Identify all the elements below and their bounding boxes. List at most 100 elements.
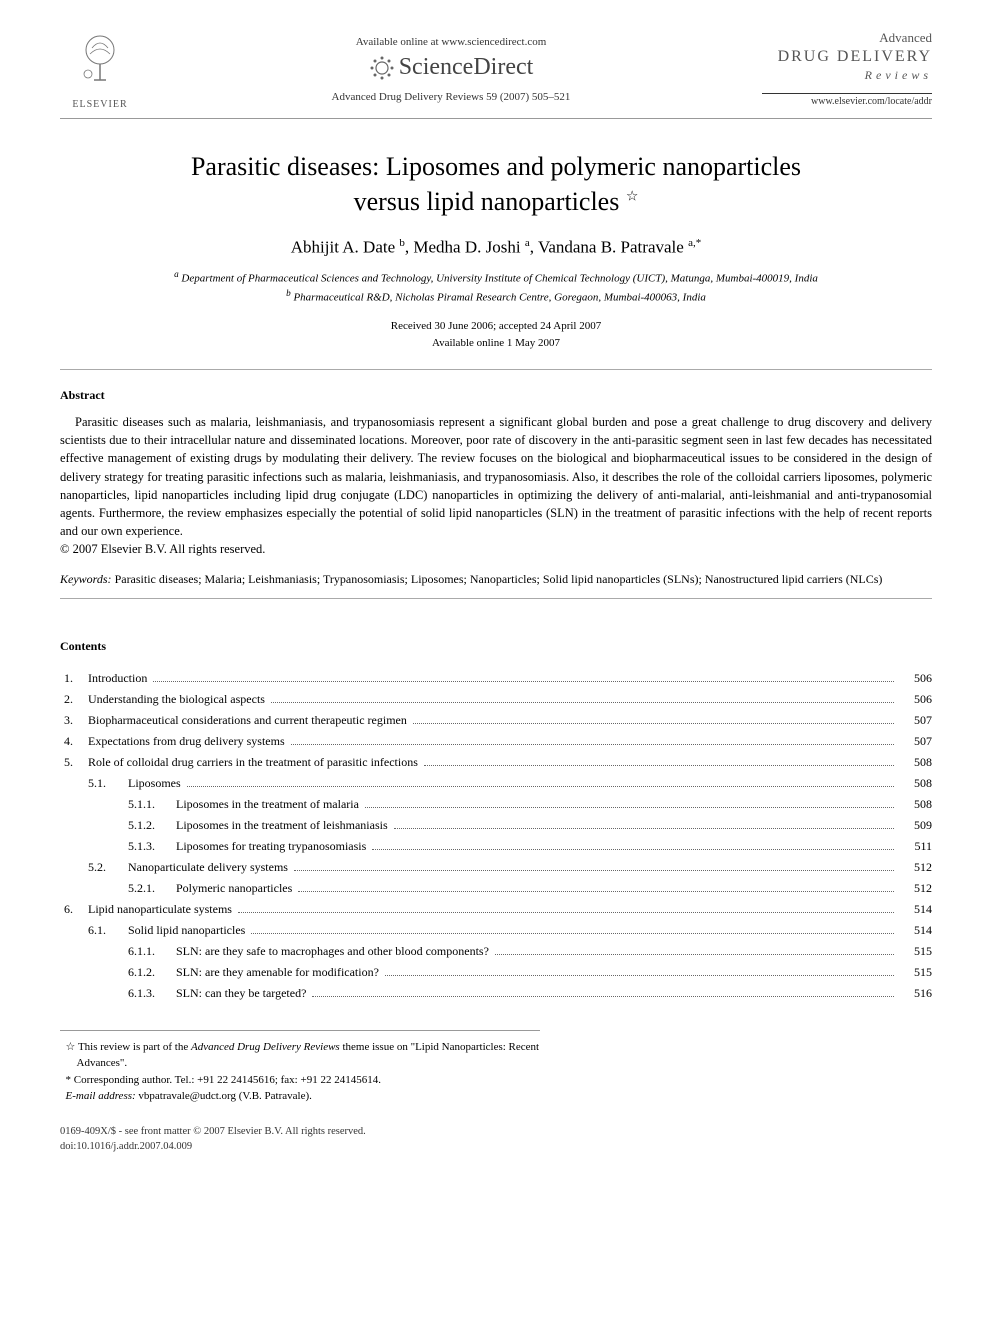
author-2-aff: a [525,237,530,249]
toc-page: 514 [898,920,932,941]
authors-line: Abhijit A. Date b, Medha D. Joshi a, Van… [60,237,932,258]
abstract-top-rule [60,369,932,370]
toc-title: Liposomes [128,773,181,794]
toc-row[interactable]: 5.1.1.Liposomes in the treatment of mala… [60,794,932,815]
toc-number: 3. [60,710,88,731]
affiliations: a Department of Pharmaceutical Sciences … [60,268,932,306]
toc-row[interactable]: 5.Role of colloidal drug carriers in the… [60,752,932,773]
toc-page: 515 [898,941,932,962]
toc-leader [238,912,894,913]
toc-row[interactable]: 6.Lipid nanoparticulate systems 514 [60,899,932,920]
toc-page: 515 [898,962,932,983]
toc-number: 2. [60,689,88,710]
toc-row[interactable]: 4.Expectations from drug delivery system… [60,731,932,752]
affiliation-a: a Department of Pharmaceutical Sciences … [60,268,932,287]
title-line-1: Parasitic diseases: Liposomes and polyme… [191,152,801,181]
title-footnote-marker: ☆ [626,189,639,204]
journal-header: ELSEVIER Available online at www.science… [60,30,932,110]
journal-name-l3: Reviews [762,68,932,84]
toc-leader [394,828,894,829]
toc-number: 6. [60,899,88,920]
toc-title: Biopharmaceutical considerations and cur… [88,710,407,731]
toc-row[interactable]: 6.1.1.SLN: are they safe to macrophages … [60,941,932,962]
toc-number: 5.1.1. [128,794,176,815]
journal-name-l1: Advanced [762,30,932,47]
toc-row[interactable]: 5.1.Liposomes 508 [60,773,932,794]
header-center: Available online at www.sciencedirect.co… [140,30,762,103]
toc-title: Introduction [88,668,147,689]
keywords-block: Keywords: Parasitic diseases; Malaria; L… [60,571,932,588]
author-3: Vandana B. Patravale [538,238,684,257]
doi-line: doi:10.1016/j.addr.2007.04.009 [60,1140,932,1155]
toc-number: 5.1.2. [128,815,176,836]
toc-row[interactable]: 5.1.2.Liposomes in the treatment of leis… [60,815,932,836]
toc-page: 508 [898,773,932,794]
elsevier-logo: ELSEVIER [60,30,140,110]
toc-leader [365,807,894,808]
affiliation-a-text: Department of Pharmaceutical Sciences an… [181,273,817,285]
toc-row[interactable]: 5.2.1.Polymeric nanoparticles 512 [60,878,932,899]
toc-leader [372,849,894,850]
toc-row[interactable]: 5.1.3.Liposomes for treating trypanosomi… [60,836,932,857]
toc-page: 507 [898,731,932,752]
keywords-label: Keywords: [60,572,112,586]
toc-row[interactable]: 1.Introduction 506 [60,668,932,689]
toc-number: 5. [60,752,88,773]
toc-title: SLN: are they amenable for modification? [176,962,379,983]
toc-title: Role of colloidal drug carriers in the t… [88,752,418,773]
table-of-contents: 1.Introduction 5062.Understanding the bi… [60,668,932,1004]
footnote-star-text: This review is part of the Advanced Drug… [77,1041,540,1070]
toc-leader [424,765,894,766]
toc-leader [495,954,894,955]
author-1: Abhijit A. Date [291,238,395,257]
toc-row[interactable]: 6.1.Solid lipid nanoparticles 514 [60,920,932,941]
toc-row[interactable]: 6.1.2.SLN: are they amenable for modific… [60,962,932,983]
available-online-text: Available online at www.sciencedirect.co… [140,36,762,48]
toc-leader [153,681,894,682]
toc-page: 512 [898,878,932,899]
toc-number: 6.1.1. [128,941,176,962]
issn-line: 0169-409X/$ - see front matter © 2007 El… [60,1125,932,1140]
toc-number: 6.1.2. [128,962,176,983]
toc-title: Expectations from drug delivery systems [88,731,285,752]
toc-number: 5.1.3. [128,836,176,857]
toc-page: 514 [898,899,932,920]
journal-name-l2: DRUG DELIVERY [762,47,932,68]
toc-number: 6.1.3. [128,983,176,1004]
toc-number: 5.2.1. [128,878,176,899]
toc-leader [298,891,894,892]
toc-leader [385,975,894,976]
toc-title: Liposomes in the treatment of leishmania… [176,815,388,836]
footnote-email: E-mail address: vbpatravale@udct.org (V.… [60,1088,540,1105]
header-right: Advanced DRUG DELIVERY Reviews www.elsev… [762,30,932,107]
title-line-2: versus lipid nanoparticles [354,187,620,216]
footnote-star-marker: ☆ [66,1041,76,1053]
abstract-copyright: © 2007 Elsevier B.V. All rights reserved… [60,542,932,557]
toc-number: 6.1. [88,920,128,941]
toc-leader [187,786,894,787]
toc-page: 508 [898,794,932,815]
toc-title: SLN: can they be targeted? [176,983,306,1004]
abstract-bottom-rule [60,598,932,599]
sciencedirect-logo: ScienceDirect [140,54,762,81]
footnote-corr-text: Corresponding author. Tel.: +91 22 24145… [74,1074,381,1086]
toc-title: Solid lipid nanoparticles [128,920,245,941]
footer-meta: 0169-409X/$ - see front matter © 2007 El… [60,1125,932,1154]
author-2: Medha D. Joshi [413,238,520,257]
email-address[interactable]: vbpatravale@udct.org [138,1090,236,1102]
toc-row[interactable]: 3.Biopharmaceutical considerations and c… [60,710,932,731]
toc-number: 1. [60,668,88,689]
toc-row[interactable]: 5.2.Nanoparticulate delivery systems 512 [60,857,932,878]
toc-row[interactable]: 6.1.3.SLN: can they be targeted? 516 [60,983,932,1004]
affiliation-b-text: Pharmaceutical R&D, Nicholas Piramal Res… [293,292,705,304]
elsevier-tree-icon [70,30,130,90]
author-1-aff: b [399,237,405,249]
footnote-corresponding: * Corresponding author. Tel.: +91 22 241… [60,1072,540,1089]
toc-page: 509 [898,815,932,836]
header-rule [60,118,932,119]
toc-title: Polymeric nanoparticles [176,878,292,899]
toc-row[interactable]: 2.Understanding the biological aspects 5… [60,689,932,710]
toc-title: Nanoparticulate delivery systems [128,857,288,878]
toc-leader [291,744,894,745]
dates-received-accepted: Received 30 June 2006; accepted 24 April… [60,318,932,335]
